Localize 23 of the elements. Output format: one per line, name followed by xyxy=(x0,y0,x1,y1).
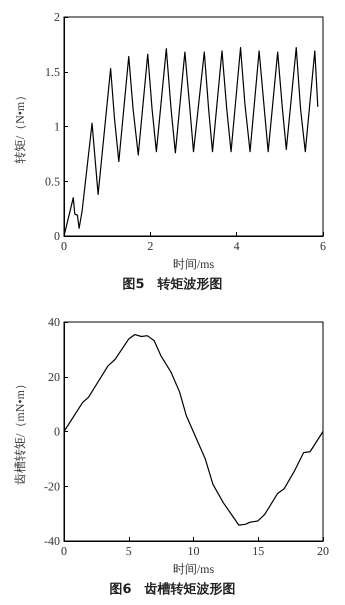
y-tick-label: 1 xyxy=(54,120,60,134)
x-tick-label: 6 xyxy=(320,239,326,253)
y-tick-label: -40 xyxy=(44,534,60,548)
y-tick-label: 20 xyxy=(48,370,60,384)
x-tick-label: 2 xyxy=(147,239,154,253)
x-tick-label: 4 xyxy=(234,239,240,253)
y-tick-label: -20 xyxy=(44,479,60,494)
x-tick-label: 15 xyxy=(252,544,264,558)
x-axis-title: 时间/ms xyxy=(172,562,214,576)
y-tick-label: 2 xyxy=(54,10,60,24)
y-tick-label: 0 xyxy=(54,229,60,243)
x-tick-label: 5 xyxy=(126,544,132,558)
text: 图5 转矩波形图 xyxy=(122,277,223,292)
y-axis-title: 齿槽转矩/（mN•m） xyxy=(13,378,27,485)
x-tick-label: 20 xyxy=(317,544,329,558)
y-tick-label: 1.5 xyxy=(45,64,60,79)
y-tick-label: 0.5 xyxy=(45,174,60,188)
x-axis-title: 时间/ms xyxy=(172,257,214,271)
y-axis-title: 转矩/（N•m） xyxy=(13,90,27,164)
y-tick-label: 40 xyxy=(48,315,60,329)
x-tick-label: 10 xyxy=(188,544,200,558)
y-tick-label: 0 xyxy=(54,424,60,438)
text: 图6 齿槽转矩波形图 xyxy=(109,582,236,597)
